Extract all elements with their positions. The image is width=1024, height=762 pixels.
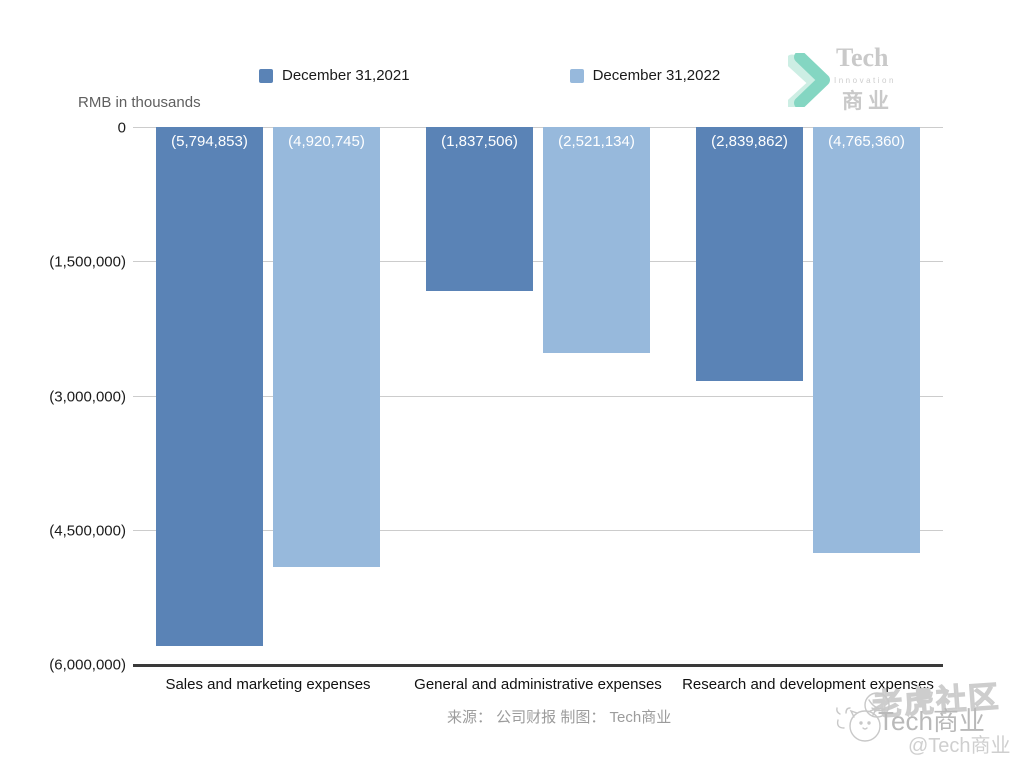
bar-group: (1,837,506) (2,521,134) xyxy=(403,127,673,664)
bar-value-label: (2,839,862) xyxy=(711,133,788,150)
gridlines xyxy=(133,127,943,664)
plot-area: (5,794,853) (4,920,745) (1,837,506) (2,521,… xyxy=(133,127,943,667)
gridline xyxy=(133,261,943,263)
brand-name: Tech xyxy=(836,43,889,72)
brand-cn-name: 商业 xyxy=(842,89,894,113)
bar-value-label: (4,765,360) xyxy=(828,133,905,150)
legend-swatch xyxy=(259,68,273,83)
brand-subtitle: Innovation xyxy=(834,76,896,85)
axis-unit-label: RMB in thousands xyxy=(78,94,201,111)
brand-logo: Tech Innovation 商业 xyxy=(788,43,958,113)
bar-group: (5,794,853) (4,920,745) xyxy=(133,127,403,664)
legend-label: December 31,2022 xyxy=(592,67,721,84)
x-axis-labels: Sales and marketing expenses General and … xyxy=(133,676,943,693)
bar-value-label: (1,837,506) xyxy=(441,133,518,150)
source-credit: 来源： 公司财报 制图： Tech商业 xyxy=(447,709,672,726)
bar-group: (2,839,862) (4,765,360) xyxy=(673,127,943,664)
legend-label: December 31,2021 xyxy=(282,67,410,84)
legend-swatch xyxy=(569,68,584,83)
bar-value-label: (2,521,134) xyxy=(558,133,635,150)
bar: (2,521,134) xyxy=(543,127,650,353)
legend: December 31,2021 December 31,2022 xyxy=(259,67,720,84)
bar-value-label: (5,794,853) xyxy=(171,133,248,150)
bar: (5,794,853) xyxy=(156,127,263,646)
legend-item: December 31,2022 xyxy=(569,67,721,84)
watermark-handle: @Tech商业 xyxy=(908,735,1011,757)
gridline xyxy=(133,127,943,128)
bar-value-label: (4,920,745) xyxy=(288,133,365,150)
watermark-brand: Tech商业 xyxy=(878,706,985,736)
x-category-label: General and administrative expenses xyxy=(414,676,662,693)
bar: (4,920,745) xyxy=(273,127,380,568)
cat-doodle-icon xyxy=(836,692,890,742)
bar: (2,839,862) xyxy=(696,127,803,382)
bar: (4,765,360) xyxy=(813,127,920,554)
x-category-label: Research and development expenses xyxy=(682,676,934,693)
y-tick-label: 0 xyxy=(117,119,126,137)
x-category-label: Sales and marketing expenses xyxy=(165,676,371,693)
y-tick-label: (3,000,000) xyxy=(49,387,126,405)
legend-item: December 31,2021 xyxy=(259,67,410,84)
bar: (1,837,506) xyxy=(426,127,533,292)
y-tick-label: (1,500,000) xyxy=(49,253,126,271)
gridline xyxy=(133,529,943,531)
y-axis-labels: 0 (1,500,000) (3,000,000) (4,500,000) (6,000… xyxy=(0,119,126,673)
bar-groups: (5,794,853) (4,920,745) (1,837,506) (2,521,… xyxy=(133,127,943,664)
y-tick-label: (4,500,000) xyxy=(49,522,126,540)
gridline xyxy=(133,395,943,397)
chevron-logo-icon xyxy=(788,53,830,107)
y-tick-label: (6,000,000) xyxy=(49,656,126,674)
